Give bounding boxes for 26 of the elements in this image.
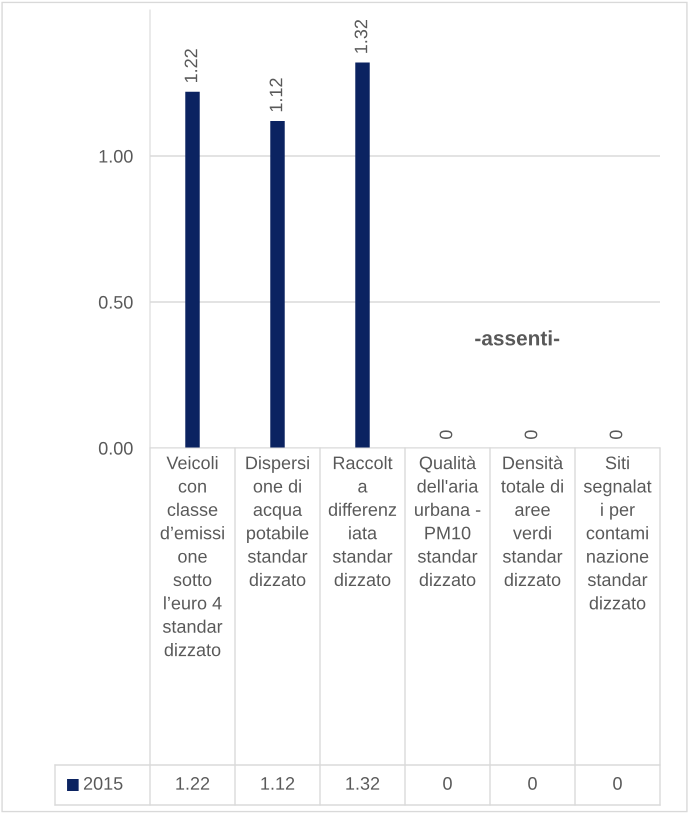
x-tick-label: Siti segnalati per contaminazione standardizzato — [584, 456, 652, 610]
x-tick-label: Dispersione di acqua potabile standardizzato — [246, 456, 309, 586]
data-label: 1.32 — [346, 777, 380, 790]
x-tick-label: Qualità dell'aria urbana - PM10 standardizzato — [415, 456, 480, 586]
text: 1.32 — [354, 20, 368, 53]
bar — [355, 62, 370, 448]
data-label: 1.22 — [176, 777, 210, 790]
data-label: 0 — [528, 777, 537, 790]
data-label: 0 — [613, 777, 622, 790]
y-tick-label: 1.00 — [100, 150, 133, 163]
x-tick-label: Densità totale di aree verdi standardizzato — [501, 456, 564, 586]
data-label: 1.12 — [261, 777, 294, 790]
y-tick-label: 0.00 — [98, 442, 133, 455]
bar — [270, 120, 285, 448]
category-label: Veicoli con classe d’emissione sotto l’euro 4 standardizzato — [160, 456, 224, 656]
text: 1.12 — [270, 78, 282, 112]
text: 1.22 — [184, 49, 198, 82]
text: 0 — [610, 430, 622, 439]
text: 0 — [524, 430, 538, 439]
bar — [185, 92, 200, 448]
text: 0 — [440, 430, 452, 439]
x-tick-label: Raccolta differenziata standardizzato — [328, 456, 396, 586]
legend-label: 2015 — [84, 777, 122, 790]
annotation: -assenti- — [475, 330, 560, 346]
y-tick-label: 0.50 — [98, 296, 133, 309]
data-label: 0 — [443, 777, 452, 790]
